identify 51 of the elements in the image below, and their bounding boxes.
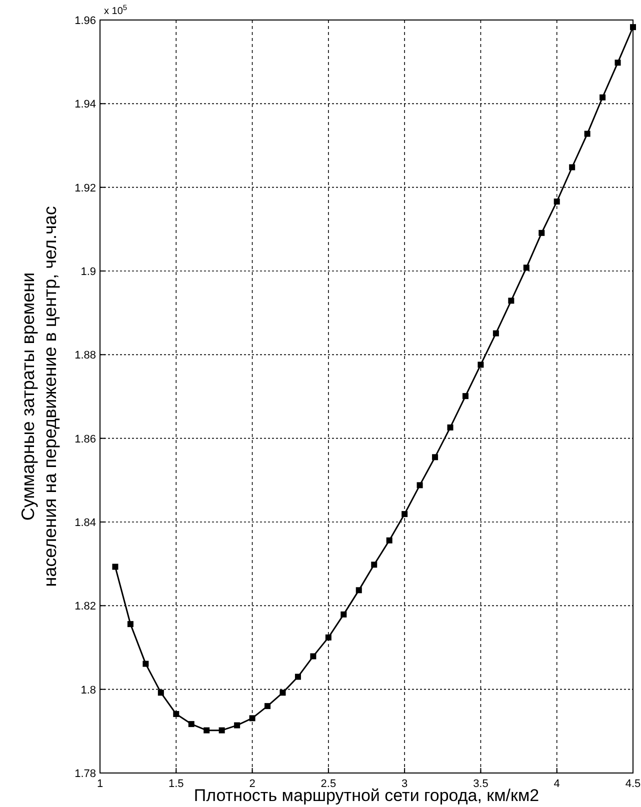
- point: [569, 164, 576, 170]
- point: [325, 634, 332, 640]
- point: [310, 653, 316, 660]
- x-tick-label: 4: [554, 778, 560, 790]
- y-tick-label: 1.8: [80, 684, 96, 696]
- point: [584, 130, 590, 137]
- point: [127, 621, 134, 628]
- point: [356, 587, 362, 594]
- y-tick-label: 1.78: [74, 768, 96, 780]
- point: [478, 362, 484, 368]
- point: [538, 230, 545, 236]
- point: [204, 727, 210, 734]
- y-tick-label: 1.82: [74, 600, 96, 613]
- point: [492, 330, 499, 336]
- point: [249, 715, 256, 722]
- x-tick-label: 1.5: [168, 778, 184, 790]
- point: [340, 611, 347, 618]
- point: [234, 722, 240, 728]
- y-tick-label: 1.94: [74, 98, 96, 111]
- point: [173, 711, 180, 718]
- point: [142, 660, 149, 667]
- point: [462, 393, 468, 400]
- point: [508, 298, 514, 304]
- point: [402, 511, 408, 518]
- point: [294, 674, 301, 680]
- x-tick-label: 4.5: [625, 778, 641, 790]
- point: [614, 60, 621, 66]
- x-tick-label: 1: [96, 778, 104, 790]
- y-axis-title: Суммарные затраты времени населения на передвижение в центр, чел.час: [18, 206, 60, 587]
- point: [371, 562, 378, 568]
- point: [630, 24, 636, 30]
- y-tick-label: 1.92: [74, 182, 96, 194]
- y-tick-label: 1.86: [74, 433, 96, 446]
- point: [188, 721, 194, 728]
- point: [432, 454, 438, 460]
- point: [280, 690, 286, 696]
- point: [600, 94, 606, 100]
- point: [416, 482, 423, 488]
- point: [264, 703, 271, 710]
- point: [218, 727, 225, 734]
- y-tick-label: 1.96: [74, 15, 96, 27]
- point: [158, 690, 164, 696]
- point: [523, 264, 530, 271]
- point: [554, 198, 560, 205]
- y-tick-label: 1.84: [74, 517, 96, 529]
- point: [386, 537, 392, 544]
- y-tick-label: 1.9: [80, 266, 96, 278]
- text: x 10$^{5}$: [104, 2, 128, 17]
- point: [447, 424, 454, 430]
- point: [112, 564, 118, 570]
- y-tick-label: 1.88: [74, 350, 96, 362]
